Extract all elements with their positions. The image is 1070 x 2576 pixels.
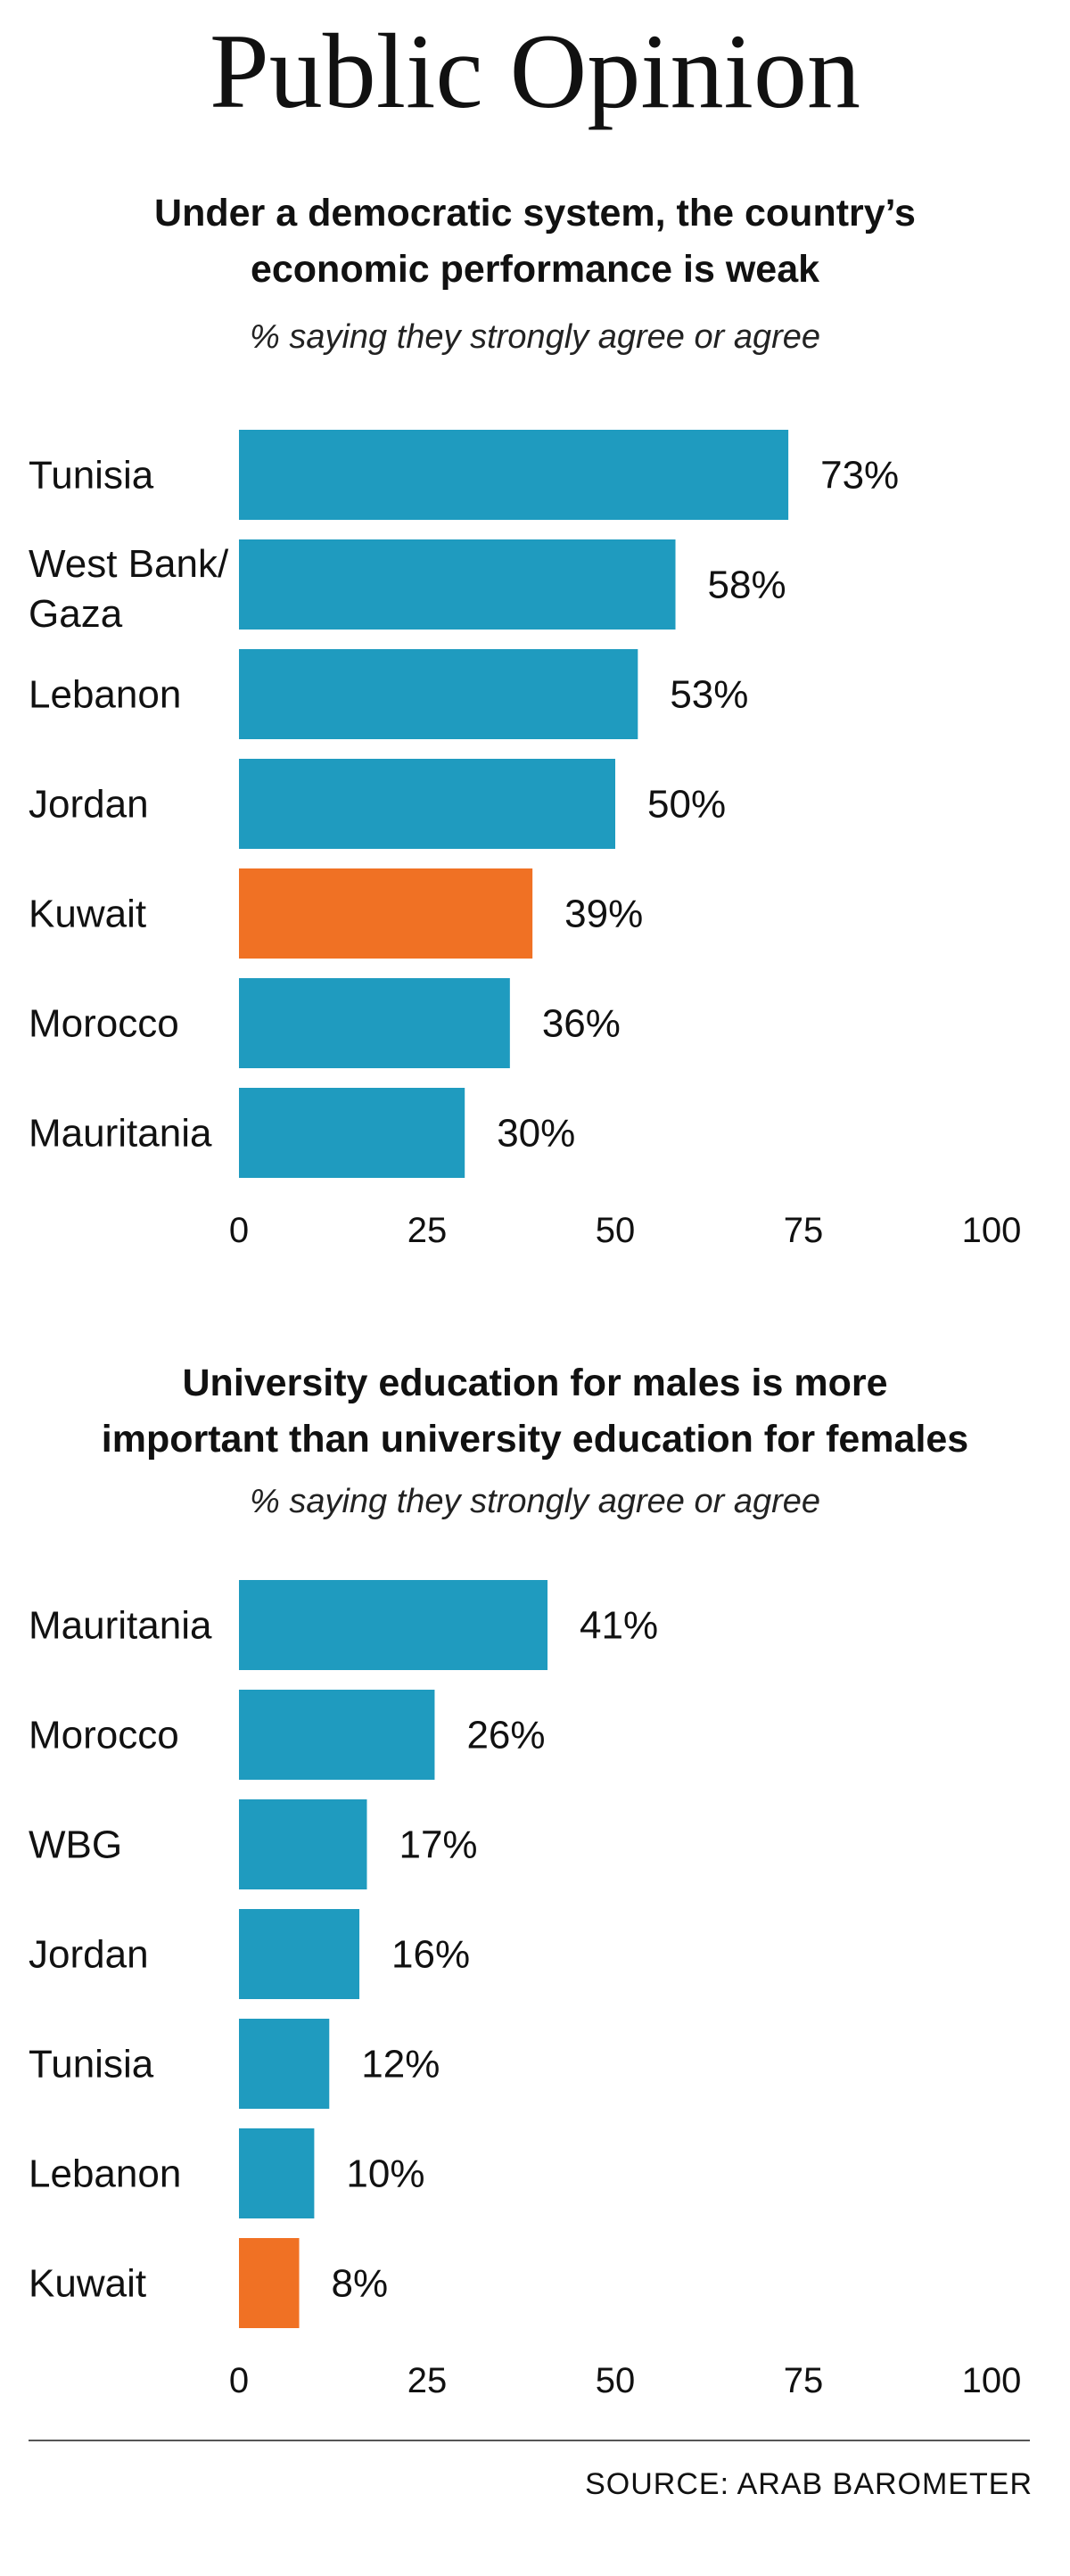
chart-2-category-label: WBG [29,1823,122,1867]
chart-2-x-tick-label: 100 [962,2361,1022,2400]
chart-2-category-label: Lebanon [29,2152,181,2196]
chart-2-x-tick-label: 75 [784,2361,824,2400]
chart-1-value-label: 73% [820,454,899,498]
chart-2-value-label: 16% [391,1933,470,1977]
chart-1-category-label: Tunisia [29,454,154,498]
chart-2-value-label: 12% [361,2043,440,2086]
chart-1-subtitle: % saying they strongly agree or agree [249,318,821,356]
chart-1-category-label: West Bank/Gaza [29,542,229,636]
chart-2-plot: Mauritania 41% Morocco 26% WBG 17% Jordan 16% Tu… [29,1580,1022,2400]
chart-2-x-tick-label: 25 [407,2361,448,2400]
chart-2-bar [239,2019,330,2109]
chart-1-bar [239,430,789,520]
chart-1-x-tick-label: 0 [229,1211,249,1250]
chart-2-category-label: Mauritania [29,1604,212,1648]
chart-1-title-line-2: economic performance is weak [250,248,820,291]
chart-2-bar [239,1580,548,1670]
chart-1-title-line-1: Under a democratic system, the country’s [154,192,916,235]
chart-2-title-line-1: University education for males is more [182,1362,888,1404]
chart-1-category-label: Mauritania [29,1112,212,1156]
chart-1-category-label: Jordan [29,783,149,827]
chart-2-bar [239,2238,300,2328]
page-title: Public Opinion [209,12,861,130]
chart-2-bar [239,2128,315,2218]
source-credit: SOURCE: ARAB BAROMETER [585,2467,1033,2501]
chart-2-category-label: Morocco [29,1714,179,1757]
chart-2-value-label: 26% [466,1714,545,1757]
chart-1-category-label: Morocco [29,1002,179,1046]
chart-2-title: University education for males is more i… [0,1355,1070,1468]
chart-2-bar [239,1909,360,1999]
chart-2-value-label: 8% [332,2262,389,2306]
chart-1-bar [239,649,638,739]
chart-1-bar [239,539,676,630]
chart-2-subtitle: % saying they strongly agree or agree [249,1483,821,1520]
chart-1-bar [239,759,615,849]
chart-2-category-label: Jordan [29,1933,149,1977]
chart-1-x-tick-label: 75 [784,1211,824,1250]
chart-2-x-tick-label: 50 [596,2361,636,2400]
chart-2-title-line-2: important than university education for … [101,1418,969,1461]
chart-1-title: Under a democratic system, the country’s… [0,185,1070,298]
chart-2-value-label: 17% [399,1823,477,1867]
chart-2-bar [239,1799,367,1889]
chart-1-value-label: 58% [708,564,786,607]
footer-divider [29,2440,1030,2441]
chart-2-category-label: Kuwait [29,2262,146,2306]
chart-1-value-label: 53% [670,673,748,717]
chart-2-x-tick-label: 0 [229,2361,249,2400]
chart-1-x-tick-label: 50 [596,1211,636,1250]
chart-1-value-label: 36% [542,1002,621,1046]
chart-1-bar [239,1088,465,1178]
chart-1-category-label: Lebanon [29,673,181,717]
chart-1-value-label: 50% [647,783,726,827]
chart-1-category-label: Kuwait [29,893,146,936]
chart-2-value-label: 41% [580,1604,658,1648]
chart-2-bar [239,1690,435,1780]
chart-2-value-label: 10% [346,2152,424,2196]
chart-2-category-label: Tunisia [29,2043,154,2086]
chart-1-bar [239,978,510,1068]
chart-1-value-label: 30% [497,1112,575,1156]
chart-1-x-tick-label: 100 [962,1211,1022,1250]
chart-1-x-tick-label: 25 [407,1211,448,1250]
chart-1-value-label: 39% [564,893,643,936]
chart-1-bar [239,868,533,959]
chart-1-plot: Tunisia 73% West Bank/Gaza 58% Lebanon 53% Jor… [29,430,1022,1250]
